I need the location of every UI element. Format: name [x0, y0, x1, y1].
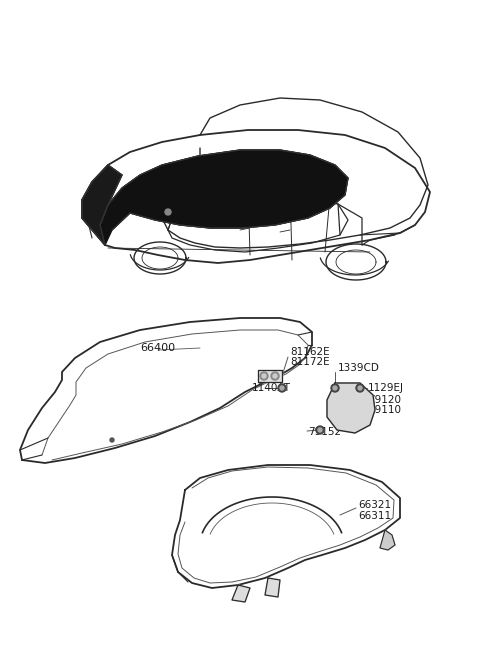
Text: 1339CD: 1339CD: [338, 363, 380, 373]
Polygon shape: [232, 585, 250, 602]
Polygon shape: [100, 150, 348, 245]
Text: 81172E: 81172E: [290, 357, 330, 367]
Circle shape: [165, 209, 171, 215]
Text: 66400: 66400: [140, 343, 175, 353]
Text: 79120: 79120: [368, 395, 401, 405]
Circle shape: [358, 386, 362, 390]
Circle shape: [271, 372, 279, 380]
Circle shape: [278, 384, 286, 392]
Circle shape: [280, 386, 284, 390]
Polygon shape: [327, 383, 375, 433]
Circle shape: [316, 426, 324, 434]
Text: 66321: 66321: [358, 500, 391, 510]
Polygon shape: [380, 530, 395, 550]
Text: 1140AT: 1140AT: [252, 383, 291, 393]
Circle shape: [331, 384, 339, 392]
Circle shape: [273, 374, 277, 378]
Text: 66311: 66311: [358, 511, 391, 521]
Circle shape: [318, 428, 322, 432]
Circle shape: [333, 386, 337, 390]
Polygon shape: [82, 165, 122, 245]
Circle shape: [262, 374, 266, 378]
Text: 81162E: 81162E: [290, 347, 330, 357]
Circle shape: [356, 384, 364, 392]
Circle shape: [260, 372, 268, 380]
Polygon shape: [258, 370, 282, 382]
Text: 79110: 79110: [368, 405, 401, 415]
Circle shape: [110, 438, 114, 442]
Text: 1129EJ: 1129EJ: [368, 383, 404, 393]
Polygon shape: [265, 578, 280, 597]
Text: 79152: 79152: [308, 427, 341, 437]
